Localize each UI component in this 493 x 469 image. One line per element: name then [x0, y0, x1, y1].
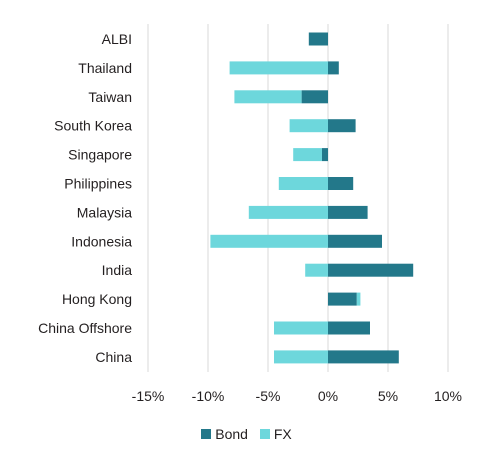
- category-label: China: [95, 349, 132, 365]
- legend-swatch-fx: [259, 429, 270, 439]
- category-label: ALBI: [102, 31, 132, 47]
- bar-bond: [328, 61, 339, 75]
- category-labels: ALBI Thailand Taiwan South Korea Singapore Ph…: [38, 31, 132, 365]
- bar-fx: [248, 205, 328, 219]
- x-axis-ticks: -15% -10% -5% 0% 5% 10%: [132, 388, 462, 404]
- legend-label-bond: Bond: [215, 426, 248, 442]
- category-label: Thailand: [78, 60, 132, 76]
- category-label: Indonesia: [71, 233, 132, 249]
- bar-bond: [328, 177, 354, 190]
- bar-bond: [328, 119, 356, 133]
- bar-bond: [328, 292, 357, 306]
- category-label: Philippines: [64, 176, 132, 192]
- legend-swatch-bond: [201, 429, 212, 439]
- bar-fx: [234, 90, 302, 104]
- gridlines: [147, 24, 449, 372]
- legend-item-fx: FX: [259, 426, 292, 442]
- bar-bond: [328, 234, 382, 248]
- legend: Bond FX: [0, 426, 493, 442]
- bar-bond: [328, 263, 414, 277]
- bar-bond: [301, 90, 328, 104]
- category-label: Singapore: [68, 147, 132, 163]
- category-label: India: [102, 262, 133, 278]
- x-tick-label: -5%: [256, 388, 281, 404]
- legend-label-fx: FX: [273, 426, 292, 442]
- bar-fx: [356, 292, 361, 306]
- x-tick-label: -10%: [192, 388, 225, 404]
- bar-bond: [328, 350, 399, 364]
- bar-fx: [305, 263, 328, 277]
- bar-fx: [210, 234, 328, 248]
- x-tick-label: 10%: [434, 388, 462, 404]
- legend-item-bond: Bond: [201, 426, 248, 442]
- bar-bond: [322, 148, 328, 162]
- bars: [210, 32, 414, 364]
- bar-fx: [293, 148, 322, 162]
- category-label: South Korea: [54, 118, 132, 134]
- bar-fx: [274, 350, 328, 364]
- x-tick-label: 5%: [378, 388, 398, 404]
- category-label: China Offshore: [38, 320, 132, 336]
- category-label: Malaysia: [77, 204, 132, 220]
- category-label: Taiwan: [88, 89, 132, 105]
- bar-fx: [278, 177, 328, 190]
- bar-fx: [274, 321, 328, 335]
- bar-bond: [308, 32, 328, 46]
- x-tick-label: -15%: [132, 388, 165, 404]
- x-tick-label: 0%: [318, 388, 338, 404]
- bar-bond: [328, 321, 370, 335]
- bar-fx: [289, 119, 328, 133]
- bar-fx: [229, 61, 328, 75]
- category-label: Hong Kong: [62, 291, 132, 307]
- bar-bond: [328, 205, 368, 219]
